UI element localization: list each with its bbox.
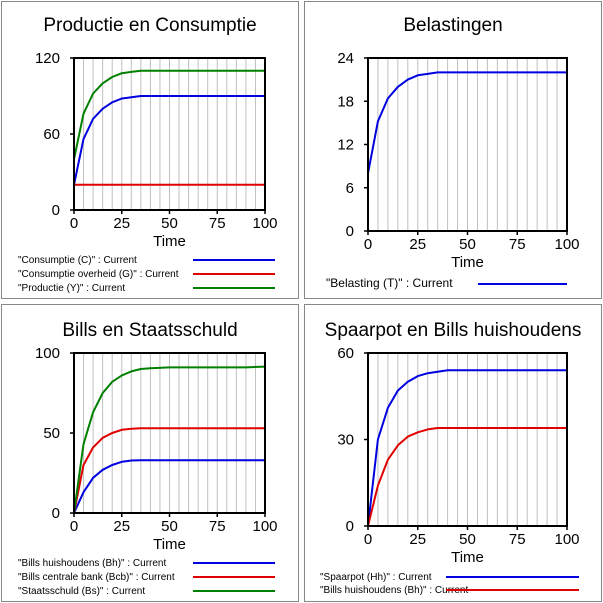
y-tick-label: 0	[346, 223, 354, 240]
x-tick-label: 25	[113, 215, 130, 232]
x-tick-label: 75	[209, 215, 226, 232]
series-line-1	[367, 71, 567, 174]
x-tick-label: 75	[509, 531, 526, 548]
series-line-3	[73, 69, 265, 160]
chart-title: Productie en Consumptie	[43, 15, 256, 36]
x-axis-label: Time	[153, 233, 186, 250]
y-tick-label: 30	[337, 432, 354, 449]
x-tick-label: 100	[252, 215, 277, 232]
y-tick-label: 100	[35, 345, 60, 362]
y-tick-label: 60	[337, 345, 354, 362]
y-tick-label: 24	[337, 50, 354, 67]
chart-panel-2: Belastingen 0 6 12 18 24 0 25 50 75 100 Time "Belast…	[304, 1, 602, 299]
legend-label: "Bills centrale bank (Bcb)" : Current	[18, 572, 175, 583]
x-tick-label: 0	[364, 531, 372, 548]
series-line-1	[73, 459, 265, 514]
legend-label: "Spaarpot (Hh)" : Current	[320, 572, 432, 583]
x-axis-label: Time	[153, 536, 186, 553]
series-line-3	[73, 365, 266, 514]
y-tick-label: 60	[43, 126, 60, 143]
series-line-2	[367, 427, 567, 527]
legend-label: "Productie (Y)" : Current	[18, 283, 125, 294]
y-tick-label: 120	[35, 50, 60, 67]
y-tick-label: 12	[337, 137, 354, 154]
panel-frame	[304, 1, 602, 299]
x-tick-label: 0	[70, 215, 78, 232]
y-tick-label: 0	[346, 518, 354, 535]
x-tick-label: 100	[252, 518, 277, 535]
y-tick-label: 18	[337, 93, 354, 110]
x-tick-label: 50	[459, 236, 476, 253]
x-tick-label: 50	[161, 518, 178, 535]
chart-title: Spaarpot en Bills huishoudens	[325, 320, 582, 341]
legend-label: "Consumptie overheid (G)" : Current	[18, 269, 179, 280]
y-tick-label: 50	[43, 425, 60, 442]
x-tick-label: 50	[459, 531, 476, 548]
chart-panel-4: Spaarpot en Bills huishoudens 0 30 60 0 25 50 7…	[304, 304, 602, 602]
x-tick-label: 100	[554, 236, 579, 253]
x-tick-label: 75	[509, 236, 526, 253]
y-tick-label: 0	[52, 202, 60, 219]
chart-title: Bills en Staatsschuld	[62, 320, 237, 341]
series-line-1	[367, 369, 567, 527]
x-tick-label: 50	[161, 215, 178, 232]
x-axis-label: Time	[451, 254, 484, 271]
y-tick-label: 0	[52, 505, 60, 522]
chart-title: Belastingen	[403, 15, 502, 36]
legend-label: "Bills huishoudens (Bh)" : Current	[320, 585, 468, 596]
x-tick-label: 25	[113, 518, 130, 535]
x-tick-label: 0	[70, 518, 78, 535]
x-tick-label: 100	[554, 531, 579, 548]
series-line-2	[73, 427, 265, 514]
legend-label: "Bills huishoudens (Bh)" : Current	[18, 558, 166, 569]
x-tick-label: 0	[364, 236, 372, 253]
legend-label: "Belasting (T)" : Current	[326, 276, 453, 290]
legend-label: "Staatsschuld (Bs)" : Current	[18, 586, 145, 597]
y-tick-label: 6	[346, 180, 354, 197]
x-axis-label: Time	[451, 549, 484, 566]
chart-panel-1: Productie en Consumptie 0 60 120 0 25 50 75 100 T…	[1, 1, 299, 299]
series-line-1	[73, 95, 265, 185]
legend-label: "Consumptie (C)" : Current	[18, 255, 137, 266]
chart-panel-3: Bills en Staatsschuld 0 50 100 0 25 50 75 100 Tim…	[1, 304, 299, 602]
x-tick-label: 75	[209, 518, 226, 535]
x-tick-label: 25	[409, 531, 426, 548]
x-tick-label: 25	[409, 236, 426, 253]
